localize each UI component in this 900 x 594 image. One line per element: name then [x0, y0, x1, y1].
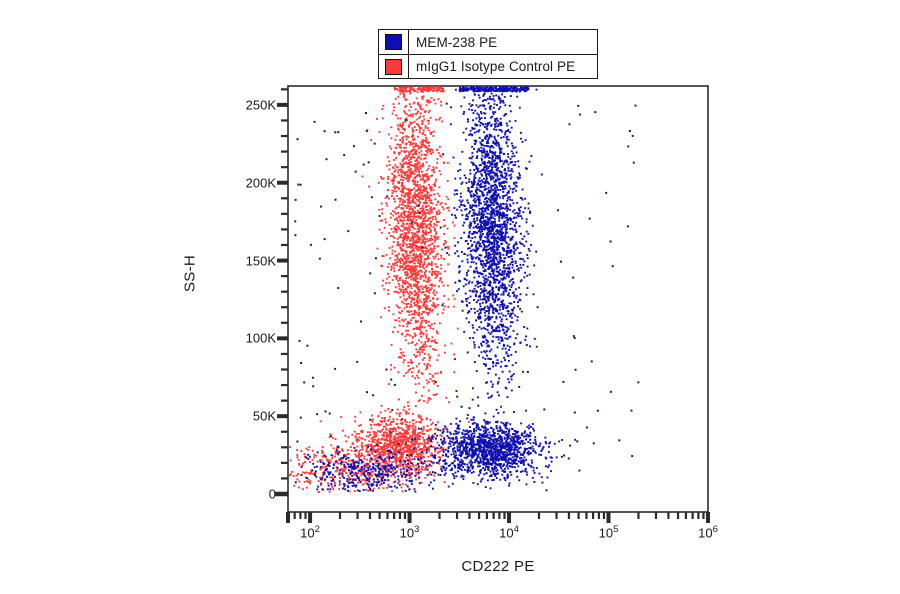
blue-square-swatch-icon	[385, 34, 402, 50]
x-tick-label: 106	[698, 524, 718, 541]
y-tick-label: 100K	[245, 330, 276, 346]
y-tick-label: 200K	[245, 175, 276, 191]
legend-swatch-cell	[379, 30, 409, 54]
series-points-outliers	[294, 99, 640, 492]
legend-label-isotype: mIgG1 Isotype Control PE	[416, 59, 576, 74]
axis-ticks	[275, 88, 710, 523]
red-square-swatch-icon	[385, 58, 402, 75]
y-axis-title: SS-H	[181, 254, 199, 293]
legend-swatch-cell	[379, 55, 409, 78]
y-tick-label: 150K	[245, 253, 276, 269]
x-tick-label: 102	[300, 524, 320, 541]
y-tick-label: 50K	[252, 408, 276, 424]
x-tick-label: 104	[499, 524, 519, 541]
legend-item-mem238[interactable]: MEM-238 PE	[379, 30, 597, 54]
plot-frame	[287, 85, 709, 513]
x-tick-label: 103	[399, 524, 420, 541]
legend: MEM-238 PE mIgG1 Isotype Control PE	[378, 29, 598, 79]
x-tick-label: 105	[598, 524, 619, 541]
legend-label-mem238: MEM-238 PE	[416, 34, 498, 50]
y-axis-tick-labels: 0 50K 100K 150K 200K 250K	[196, 0, 276, 594]
y-tick-label: 250K	[245, 97, 276, 113]
legend-item-isotype[interactable]: mIgG1 Isotype Control PE	[379, 54, 597, 78]
series-points-mem238	[300, 86, 581, 493]
y-tick-label: 0	[268, 486, 276, 502]
x-axis-title: CD222 PE	[461, 558, 535, 575]
